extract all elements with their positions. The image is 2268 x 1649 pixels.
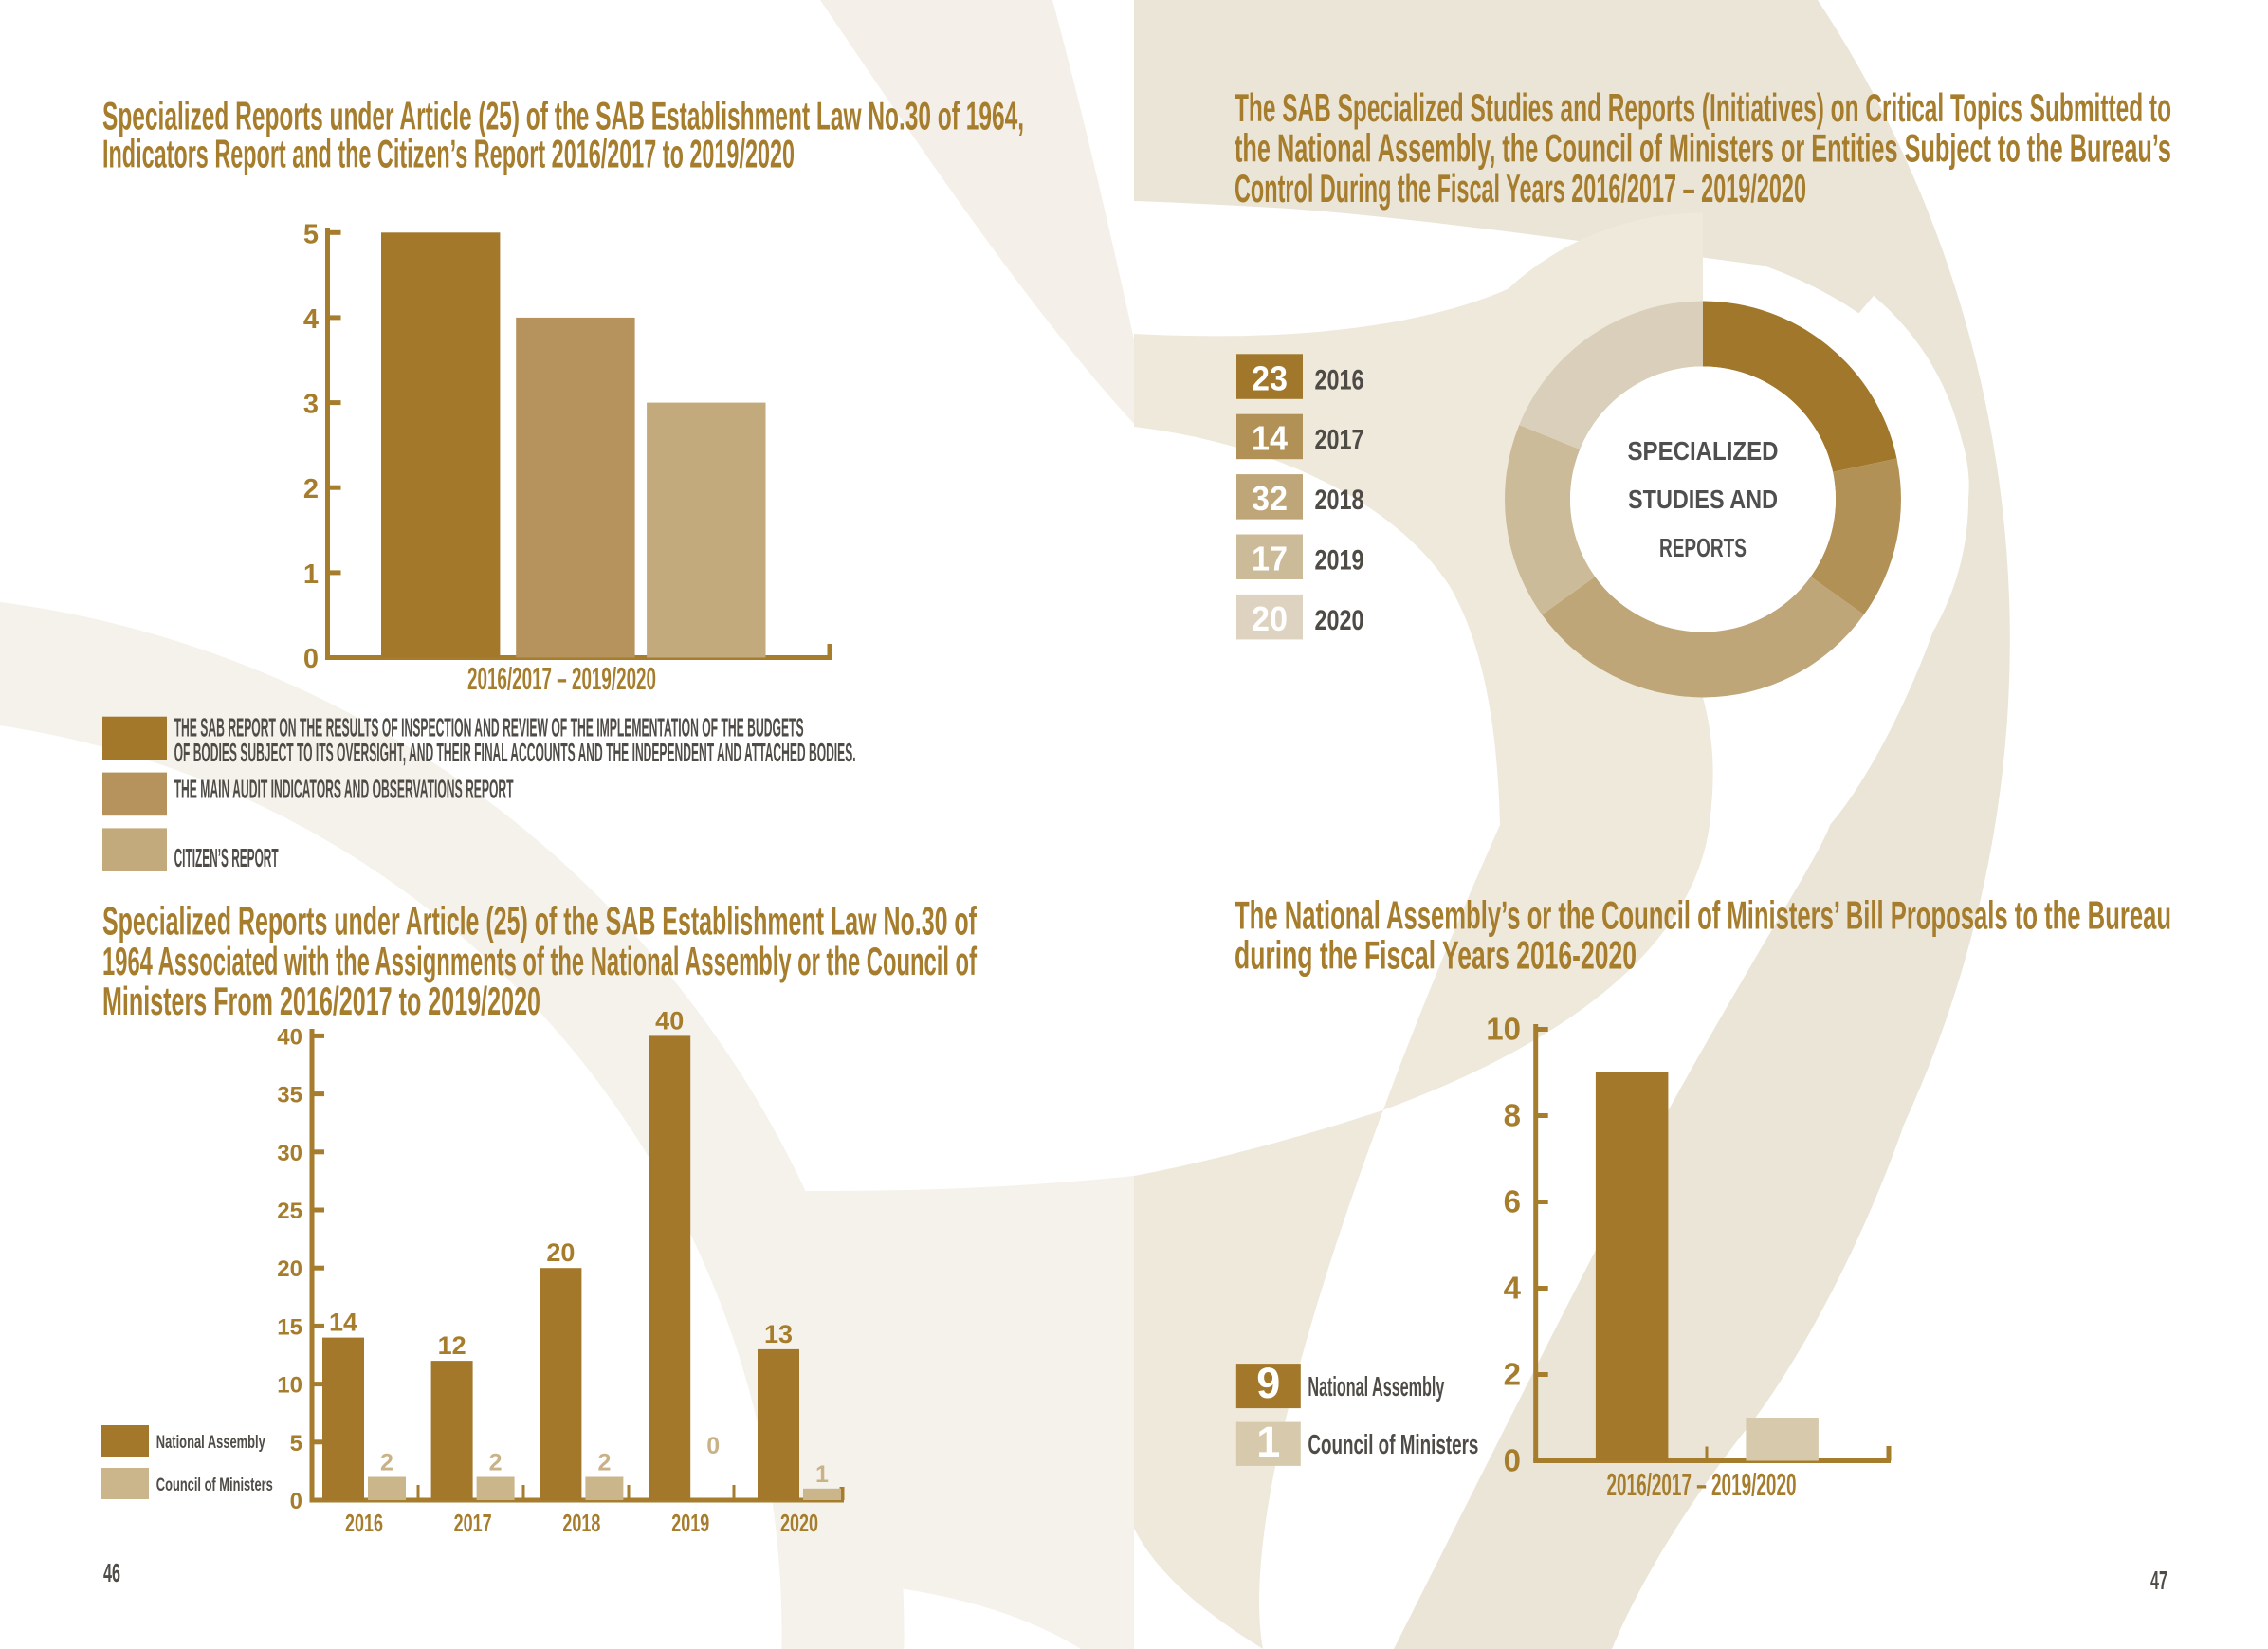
svg-text:Ministers From 2016/2017 to 20: Ministers From 2016/2017 to 2019/2020 [102,979,540,1023]
svg-text:2016/2017 – 2019/2020: 2016/2017 – 2019/2020 [1607,1467,1797,1502]
svg-text:2: 2 [597,1450,611,1476]
svg-text:Specialized Reports under Arti: Specialized Reports under Article (25) o… [102,899,978,944]
svg-text:The SAB Specialized Studies an: The SAB Specialized Studies and Reports … [1235,85,2171,130]
svg-text:2016: 2016 [1315,364,1364,395]
svg-text:40: 40 [277,1024,302,1050]
svg-text:Specialized Reports under Arti: Specialized Reports under Article (25) o… [102,94,1024,138]
svg-text:1964 Associated with the Assig: 1964 Associated with the Assignments of … [102,939,978,983]
svg-text:The National Assembly’s or the: The National Assembly’s or the Council o… [1235,893,2171,938]
svg-text:2: 2 [380,1450,393,1476]
svg-text:Council of Ministers: Council of Ministers [1308,1430,1478,1460]
svg-text:National Assembly: National Assembly [156,1433,265,1453]
svg-text:2017: 2017 [454,1509,492,1537]
svg-text:25: 25 [277,1199,302,1224]
svg-text:14: 14 [1252,419,1288,458]
svg-text:THE SAB REPORT ON THE RESULTS: THE SAB REPORT ON THE RESULTS OF INSPECT… [174,713,804,742]
svg-text:2018: 2018 [1315,485,1364,516]
svg-text:4: 4 [303,304,319,335]
svg-text:1: 1 [815,1461,829,1488]
svg-text:2017: 2017 [1315,425,1364,456]
svg-text:3: 3 [303,390,319,420]
svg-text:10: 10 [1486,1012,1521,1047]
svg-text:Indicators Report and the Citi: Indicators Report and the Citizen’s Repo… [102,132,795,176]
svg-text:2018: 2018 [562,1509,600,1537]
svg-text:30: 30 [277,1141,302,1166]
svg-text:10: 10 [277,1373,302,1399]
svg-text:the National Assembly, the Cou: the National Assembly, the Council of Mi… [1235,126,2171,171]
svg-text:40: 40 [655,1006,684,1035]
svg-text:32: 32 [1252,479,1288,518]
svg-text:2: 2 [1504,1357,1521,1392]
svg-text:35: 35 [277,1083,302,1108]
svg-text:20: 20 [1252,599,1288,638]
svg-text:2020: 2020 [1315,605,1364,636]
svg-text:12: 12 [438,1331,466,1360]
svg-text:13: 13 [764,1320,793,1348]
svg-text:2019: 2019 [1315,545,1364,577]
svg-text:20: 20 [277,1256,302,1282]
svg-text:2016: 2016 [345,1509,383,1537]
svg-text:2020: 2020 [780,1509,818,1537]
svg-text:14: 14 [329,1309,357,1337]
svg-text:Council of Ministers: Council of Ministers [156,1475,273,1495]
svg-text:0: 0 [1504,1443,1521,1478]
svg-text:4: 4 [1504,1271,1522,1306]
svg-text:9: 9 [1256,1359,1280,1407]
svg-text:5: 5 [290,1431,302,1457]
svg-text:8: 8 [1504,1098,1521,1133]
svg-text:17: 17 [1252,540,1288,578]
svg-text:0: 0 [303,644,319,674]
svg-text:0: 0 [290,1489,302,1514]
svg-text:0: 0 [706,1433,720,1459]
svg-text:STUDIES AND: STUDIES AND [1628,485,1778,514]
svg-text:OF BODIES SUBJECT TO ITS OVERS: OF BODIES SUBJECT TO ITS OVERSIGHT, AND … [174,738,856,767]
svg-text:15: 15 [277,1314,302,1340]
svg-text:2: 2 [303,474,319,504]
svg-text:during the Fiscal Years 2016-2: during the Fiscal Years 2016-2020 [1235,933,1637,978]
svg-text:1: 1 [1256,1418,1280,1466]
svg-text:1: 1 [303,559,319,590]
svg-text:SPECIALIZED: SPECIALIZED [1628,436,1779,466]
svg-text:23: 23 [1252,358,1288,397]
svg-text:2019: 2019 [671,1509,709,1537]
svg-text:20: 20 [546,1238,575,1267]
svg-text:46: 46 [103,1558,120,1587]
svg-text:2016/2017 – 2019/2020: 2016/2017 – 2019/2020 [467,661,656,696]
svg-text:Control During the Fiscal Year: Control During the Fiscal Years 2016/201… [1235,166,1806,211]
svg-text:REPORTS: REPORTS [1659,533,1747,562]
svg-text:CITIZEN’S REPORT: CITIZEN’S REPORT [174,843,279,872]
svg-text:National Assembly: National Assembly [1308,1372,1444,1402]
svg-text:47: 47 [2150,1566,2167,1595]
svg-text:6: 6 [1504,1184,1521,1219]
svg-text:5: 5 [303,219,319,249]
svg-text:THE MAIN AUDIT INDICATORS AND: THE MAIN AUDIT INDICATORS AND OBSERVATIO… [174,775,514,804]
svg-text:2: 2 [489,1450,503,1476]
